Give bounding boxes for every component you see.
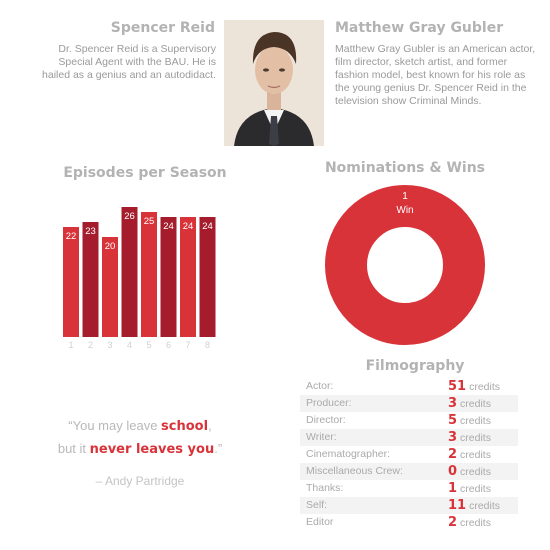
bar [141, 212, 157, 337]
credit-count: 3 [448, 430, 458, 445]
credit-unit: credits [460, 398, 491, 410]
season-tick-label: 2 [88, 340, 93, 350]
credit-value: 0 credits [448, 463, 491, 481]
filmography-row: Producer: 3 credits [300, 395, 518, 412]
credit-value: 3 credits [448, 395, 491, 413]
bar [180, 217, 196, 337]
bar [121, 207, 138, 337]
credit-category-label: Self: [306, 499, 328, 511]
credit-unit: credits [460, 466, 491, 478]
slice-category-label: Win [396, 205, 413, 216]
season-tick-label: 1 [68, 340, 73, 350]
season-tick-label: 7 [185, 340, 190, 350]
bar [82, 222, 99, 337]
credit-unit: credits [469, 500, 501, 512]
quote-emphasis: never leaves you [89, 442, 215, 457]
bar-value-label: 24 [202, 221, 213, 232]
quote-line-1: “You may leave school, [25, 418, 255, 434]
bar [102, 237, 118, 337]
bar-value-label: 24 [183, 221, 194, 232]
credit-unit: credits [460, 415, 491, 427]
actor-bio: Matthew Gray Gubler is an American actor… [335, 43, 536, 107]
credit-unit: credits [460, 432, 491, 444]
filmography-table: Actor: 51 credits Producer: 3 credits Director… [300, 378, 518, 531]
credit-category-label: Writer: [306, 431, 337, 443]
filmography-row: Self: 11 credits [300, 497, 518, 514]
credit-count: 2 [448, 515, 458, 530]
filmography-row: Actor: 51 credits [300, 378, 518, 395]
filmography-row: Director: 5 credits [300, 412, 518, 429]
credit-category-label: Actor: [306, 380, 334, 392]
slice-value-label: 1 [402, 191, 408, 202]
quote-text: , [208, 418, 212, 433]
credit-count: 3 [448, 396, 458, 411]
credit-category-label: Thanks: [306, 482, 344, 494]
bar-value-label: 26 [124, 211, 135, 222]
season-tick-label: 3 [107, 340, 112, 350]
credit-value: 2 credits [448, 514, 491, 532]
actor-portrait [224, 20, 324, 146]
credit-unit: credits [460, 449, 491, 461]
credit-value: 2 credits [448, 446, 491, 464]
filmography-row: Writer: 3 credits [300, 429, 518, 446]
quote-text: but it [57, 441, 90, 456]
nominations-chart-title: Nominations & Wins [324, 160, 486, 176]
credit-count: 11 [448, 498, 467, 513]
credit-value: 51 credits [448, 378, 500, 396]
season-tick-label: 4 [127, 340, 132, 350]
filmography-title: Filmography [365, 358, 465, 374]
bar [199, 217, 216, 337]
credit-unit: credits [469, 381, 501, 393]
credit-count: 2 [448, 447, 458, 462]
credit-count: 1 [448, 481, 458, 496]
credit-value: 1 credits [448, 480, 491, 498]
season-tick-label: 8 [205, 340, 210, 350]
credit-value: 5 credits [448, 412, 491, 430]
nominations-donut-chart: 1 Win [325, 185, 485, 345]
bar-value-label: 20 [105, 241, 116, 252]
credit-value: 11 credits [448, 497, 500, 515]
character-bio: Dr. Spencer Reid is a Supervisory Specia… [42, 43, 216, 81]
credit-count: 5 [448, 413, 458, 428]
bar [160, 217, 177, 337]
credit-unit: credits [460, 483, 491, 495]
credit-category-label: Producer: [306, 397, 352, 409]
credit-count: 51 [448, 379, 467, 394]
episodes-chart-title: Episodes per Season [63, 165, 227, 181]
credit-count: 0 [448, 464, 458, 479]
credit-category-label: Cinematographer: [306, 448, 391, 460]
filmography-row: Miscellaneous Crew: 0 credits [300, 463, 518, 480]
quote-text: “You may leave [68, 418, 162, 433]
bar [63, 227, 79, 337]
bar-value-label: 23 [85, 226, 96, 237]
quote-emphasis: school [161, 419, 209, 434]
episodes-bar-chart: 22 1 23 2 20 3 26 4 25 5 24 6 24 7 24 8 [63, 207, 216, 350]
bar-value-label: 25 [144, 216, 155, 227]
actor-name: Matthew Gray Gubler [335, 20, 504, 36]
season-tick-label: 5 [146, 340, 151, 350]
donut-slice [325, 185, 485, 345]
filmography-row: Thanks: 1 credits [300, 480, 518, 497]
filmography-row: Cinematographer: 2 credits [300, 446, 518, 463]
season-tick-label: 6 [166, 340, 171, 350]
quote-author: – Andy Partridge [95, 474, 185, 488]
bar-value-label: 22 [66, 231, 77, 242]
character-name: Spencer Reid [110, 20, 215, 36]
credit-unit: credits [460, 517, 491, 529]
credit-category-label: Editor [306, 516, 334, 528]
credit-category-label: Miscellaneous Crew: [306, 465, 403, 477]
filmography-row: Editor 2 credits [300, 514, 518, 531]
credit-category-label: Director: [306, 414, 346, 426]
quote-line-2: but it never leaves you.” [25, 441, 255, 457]
quote-text: .” [214, 441, 223, 456]
bar-value-label: 24 [163, 221, 174, 232]
credit-value: 3 credits [448, 429, 491, 447]
